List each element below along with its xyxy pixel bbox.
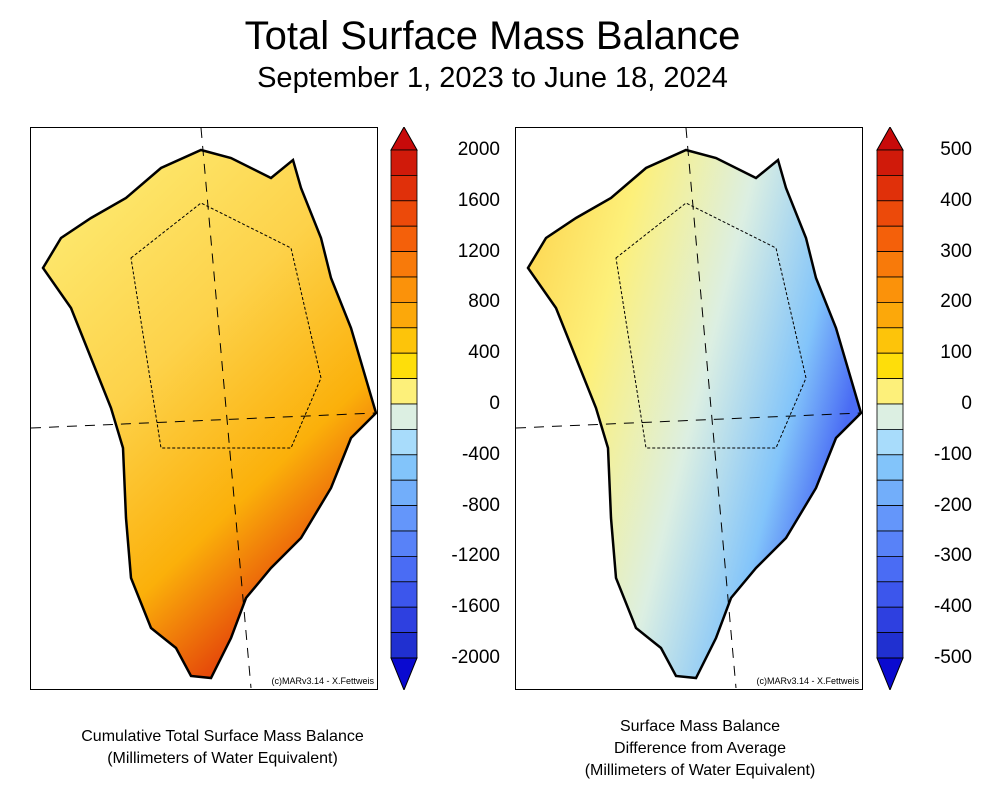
credit-text: (c)MARv3.14 - X.Fettweis [756, 676, 859, 686]
colorbar-segment [390, 505, 418, 532]
colorbar-tick-label: 100 [940, 342, 972, 364]
greenland-smb-map [30, 127, 378, 689]
colorbar-segment [390, 175, 418, 202]
colorbar-tick-label: 200 [940, 291, 972, 313]
right-caption-line1: Surface Mass Balance [619, 718, 781, 735]
right-caption-line3: (Millimeters of Water Equivalent) [584, 762, 816, 779]
colorbar-segment [390, 352, 418, 379]
colorbar-segment [876, 149, 904, 176]
greenland-anomaly-map [515, 127, 863, 689]
colorbar-tick-label: 400 [940, 189, 972, 211]
colorbar-segment [876, 352, 904, 379]
colorbar-segment [390, 327, 418, 354]
colorbar-segment [390, 403, 418, 430]
colorbar-segment [390, 581, 418, 608]
right-map: (c)MARv3.14 - X.Fettweis [515, 127, 863, 690]
colorbar-segment [390, 428, 418, 456]
colorbar-segment [390, 200, 418, 227]
colorbar-tick-label: 400 [468, 342, 500, 364]
colorbar-tick-label: -800 [461, 494, 500, 516]
colorbar-tick-label: -400 [461, 443, 500, 465]
credit-text: (c)MARv3.14 - X.Fettweis [271, 676, 374, 686]
colorbar-segment [876, 454, 904, 481]
colorbar-over-triangle [390, 127, 418, 151]
right-caption: Surface Mass Balance Difference from Ave… [515, 716, 885, 782]
colorbar-tick-label: 800 [468, 291, 500, 313]
colorbar-segment [390, 479, 418, 507]
colorbar-segment [390, 454, 418, 481]
left-caption-line2: (Millimeters of Water Equivalent) [107, 750, 338, 767]
colorbar-segment [390, 276, 418, 303]
right-caption-line2: Difference from Average [614, 740, 786, 757]
colorbar-segment [876, 251, 904, 278]
colorbar-segment [876, 555, 904, 583]
colorbar-segment [876, 378, 904, 405]
colorbar-tick-label: 500 [940, 139, 972, 160]
colorbar-segment [390, 251, 418, 278]
figure-subtitle: September 1, 2023 to June 18, 2024 [257, 62, 728, 94]
colorbar-segment [876, 581, 904, 608]
colorbar-segment [390, 378, 418, 405]
colorbar-segment [876, 632, 904, 659]
colorbar-segment [876, 327, 904, 354]
colorbar-tick-label: 2000 [457, 139, 500, 160]
colorbar-tick-label: -400 [933, 596, 972, 618]
colorbar-tick-label: -1600 [451, 596, 500, 618]
colorbar-tick-label: -200 [933, 494, 972, 516]
left-map: (c)MARv3.14 - X.Fettweis [30, 127, 378, 690]
colorbar-segment [390, 149, 418, 176]
left-colorbar [390, 127, 418, 690]
colorbar-segment [876, 175, 904, 202]
colorbar-under-triangle [390, 657, 418, 690]
colorbar-tick-label: 300 [940, 240, 972, 262]
left-caption: Cumulative Total Surface Mass Balance (M… [30, 726, 415, 770]
colorbar-tick-label: -1200 [451, 545, 500, 567]
colorbar-segment [876, 225, 904, 252]
colorbar-segment [876, 479, 904, 507]
colorbar-segment [876, 200, 904, 227]
colorbar-under-triangle [876, 657, 904, 690]
colorbar-segment [390, 606, 418, 634]
left-caption-line1: Cumulative Total Surface Mass Balance [81, 728, 364, 745]
colorbar-segment [876, 301, 904, 329]
colorbar-segment [390, 301, 418, 329]
colorbar-segment [876, 606, 904, 634]
colorbar-segment [876, 403, 904, 430]
colorbar-over-triangle [876, 127, 904, 151]
colorbar-segment [876, 276, 904, 303]
colorbar-segment [390, 225, 418, 252]
colorbar-tick-label: -500 [933, 647, 972, 668]
colorbar-segment [876, 505, 904, 532]
colorbar-tick-label: -2000 [451, 647, 500, 668]
colorbar-tick-label: -100 [933, 443, 972, 465]
colorbar-segment [876, 428, 904, 456]
colorbar-segment [390, 555, 418, 583]
right-colorbar [876, 127, 904, 690]
colorbar-tick-label: -300 [933, 545, 972, 567]
colorbar-segment [390, 632, 418, 659]
colorbar-tick-label: 0 [489, 393, 500, 414]
colorbar-tick-label: 1600 [457, 189, 500, 211]
figure-title: Total Surface Mass Balance [244, 14, 741, 58]
colorbar-segment [876, 530, 904, 557]
colorbar-segment [390, 530, 418, 557]
colorbar-tick-label: 1200 [457, 240, 500, 262]
colorbar-tick-label: 0 [961, 393, 972, 414]
